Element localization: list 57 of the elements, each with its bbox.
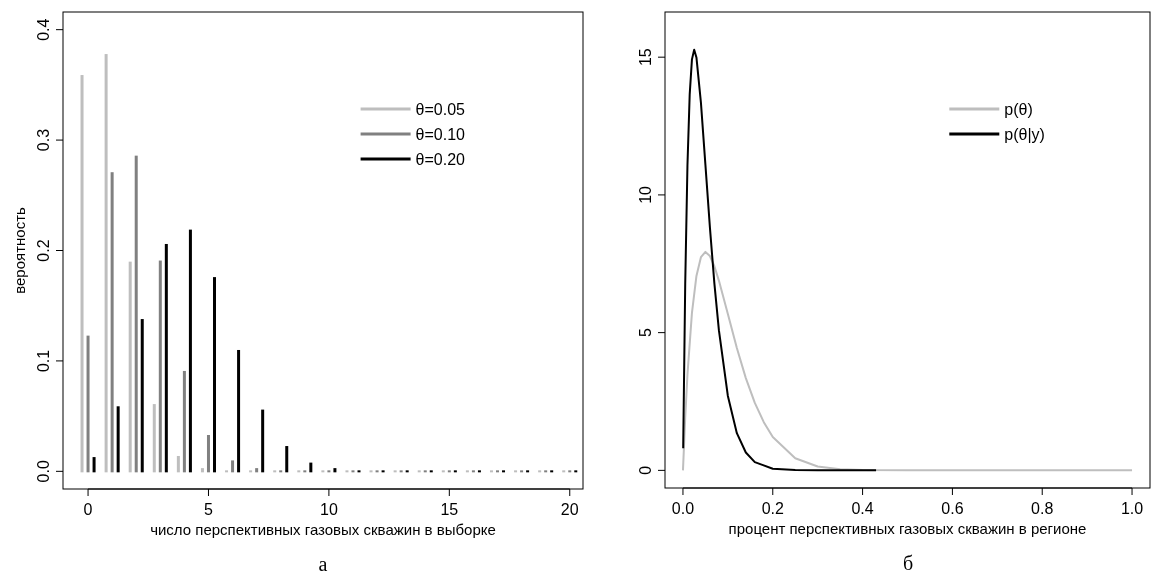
- bar: [231, 460, 235, 473]
- text: а: [318, 553, 328, 575]
- bar: [116, 406, 120, 473]
- bar: [206, 435, 210, 473]
- x-tick-label: 15: [440, 501, 459, 518]
- x-tick-label: 0.2: [761, 500, 784, 517]
- x-axis-title: процент перспективных газовых скважин в регионе: [728, 520, 1087, 537]
- x-tick-label: 0.8: [1031, 500, 1054, 517]
- x-tick-label: 10: [320, 501, 338, 518]
- y-tick-label: 0.4: [35, 18, 52, 41]
- bar: [86, 335, 90, 473]
- y-tick-label: 15: [637, 48, 654, 67]
- bar: [182, 370, 186, 473]
- bar: [200, 468, 204, 473]
- legend-label: p(θ|y): [1004, 126, 1045, 143]
- y-tick-label: 0.1: [35, 349, 52, 373]
- bar: [309, 462, 313, 473]
- bar: [285, 446, 289, 473]
- bar: [213, 277, 216, 473]
- x-tick-label: 5: [204, 501, 214, 518]
- y-axis-title: вероятность: [11, 207, 28, 294]
- y-tick-label: 10: [637, 185, 654, 204]
- y-tick-label: 0.0: [35, 460, 52, 483]
- x-tick-label: 1.0: [1120, 500, 1144, 517]
- bar: [255, 468, 259, 473]
- legend-label: p(θ): [1004, 101, 1033, 118]
- bar: [104, 54, 108, 473]
- bar: [128, 261, 132, 473]
- y-tick-label: 0.2: [35, 239, 52, 262]
- y-tick-label: 0.3: [35, 128, 52, 152]
- y-tick-label: 0: [637, 465, 654, 475]
- bar: [176, 455, 180, 473]
- bar: [164, 243, 168, 473]
- legend-label: θ=0.10: [415, 126, 466, 143]
- bar: [152, 404, 156, 473]
- x-tick-label: 20: [560, 501, 579, 518]
- bar: [140, 319, 144, 473]
- bar: [110, 172, 114, 473]
- line-series: [682, 48, 878, 472]
- bar: [237, 349, 241, 473]
- x-axis-title: число перспективных газовых скважин в выборке: [150, 521, 496, 538]
- y-tick-label: 5: [637, 328, 654, 338]
- x-tick-label: 0: [83, 501, 93, 518]
- bar: [158, 260, 162, 473]
- x-tick-label: 0.4: [851, 500, 874, 517]
- x-tick-label: 0.0: [671, 500, 695, 517]
- bar: [188, 229, 192, 473]
- bar: [134, 155, 138, 473]
- bar: [80, 75, 84, 473]
- text: б: [902, 552, 914, 574]
- bar: [92, 457, 96, 473]
- legend-label: θ=0.20: [415, 151, 466, 168]
- line-series: [681, 250, 1134, 472]
- x-tick-label: 0.6: [941, 500, 964, 517]
- legend-label: θ=0.05: [415, 101, 466, 118]
- bar: [333, 468, 337, 473]
- bar: [261, 409, 265, 473]
